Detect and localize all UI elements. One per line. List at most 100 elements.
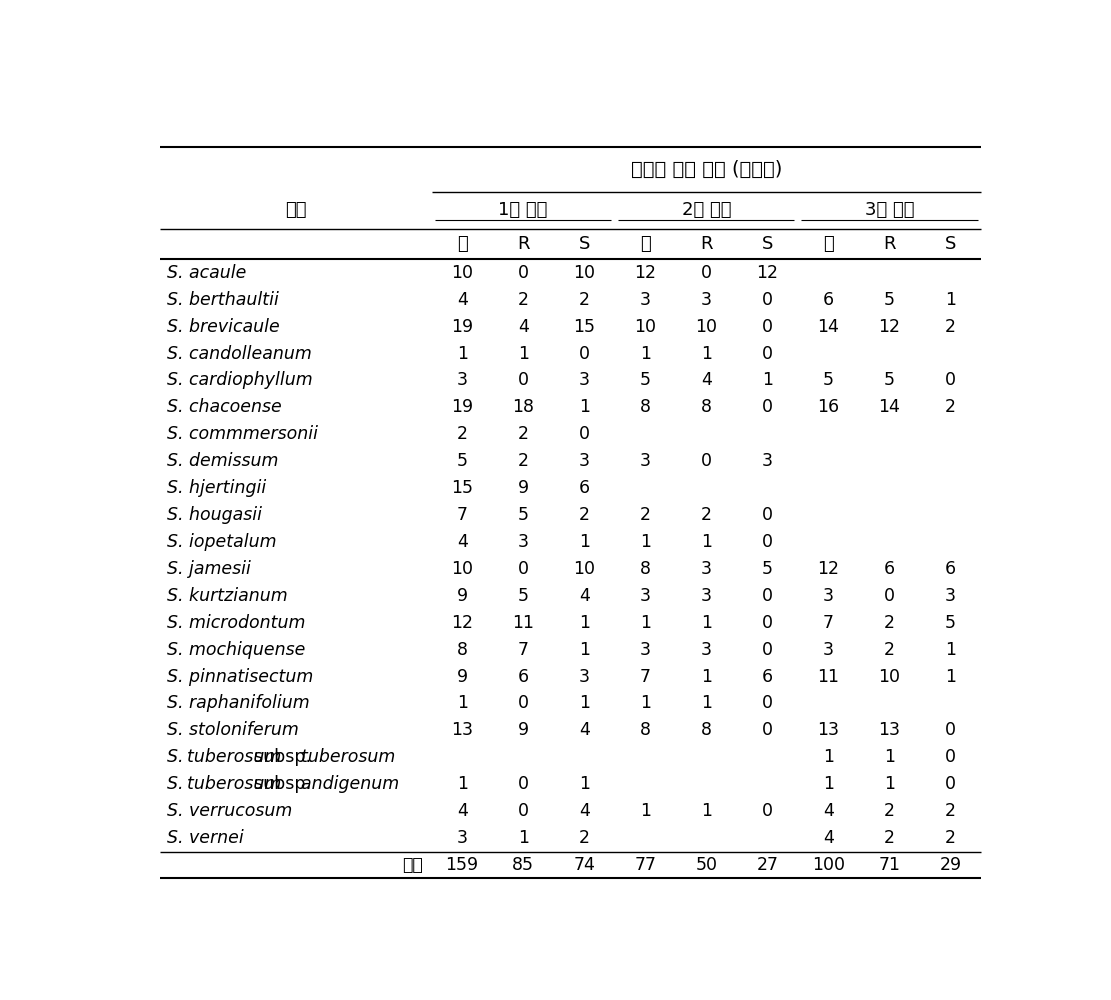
Text: 1: 1 [884, 775, 894, 793]
Text: subsp.: subsp. [254, 775, 317, 793]
Text: 1: 1 [701, 668, 712, 686]
Text: 1: 1 [640, 345, 651, 363]
Text: 6: 6 [579, 479, 590, 497]
Text: 3: 3 [640, 291, 651, 309]
Text: 1: 1 [701, 345, 712, 363]
Text: 4: 4 [457, 533, 468, 551]
Text: 3: 3 [823, 587, 834, 605]
Text: 3: 3 [518, 533, 529, 551]
Text: 0: 0 [762, 802, 773, 820]
Text: 1: 1 [457, 345, 468, 363]
Text: 2차 검정: 2차 검정 [681, 201, 731, 219]
Text: S. microdontum: S. microdontum [168, 614, 306, 632]
Text: 0: 0 [762, 587, 773, 605]
Text: 5: 5 [640, 371, 651, 389]
Text: 7: 7 [823, 614, 834, 632]
Text: 3: 3 [640, 452, 651, 470]
Text: 1: 1 [457, 775, 468, 793]
Text: 1: 1 [457, 694, 468, 712]
Text: 14: 14 [818, 318, 839, 336]
Text: 총: 총 [823, 235, 833, 253]
Text: S: S [944, 235, 957, 253]
Text: 9: 9 [457, 587, 468, 605]
Text: 2: 2 [518, 425, 529, 443]
Text: 3: 3 [579, 452, 590, 470]
Text: 3: 3 [457, 371, 468, 389]
Text: 9: 9 [518, 721, 529, 739]
Text: 0: 0 [945, 371, 955, 389]
Text: 0: 0 [518, 560, 529, 578]
Text: R: R [883, 235, 895, 253]
Text: 10: 10 [573, 560, 595, 578]
Text: 1: 1 [579, 533, 590, 551]
Text: 4: 4 [457, 291, 468, 309]
Text: 10: 10 [879, 668, 900, 686]
Text: S. jamesii: S. jamesii [168, 560, 251, 578]
Text: 9: 9 [457, 668, 468, 686]
Text: 5: 5 [518, 506, 529, 524]
Text: 0: 0 [701, 452, 712, 470]
Text: 1: 1 [518, 829, 529, 847]
Text: 0: 0 [762, 318, 773, 336]
Text: 5: 5 [945, 614, 955, 632]
Text: 2: 2 [884, 829, 894, 847]
Text: 8: 8 [640, 398, 651, 416]
Text: 8: 8 [457, 641, 468, 659]
Text: 8: 8 [701, 398, 712, 416]
Text: 3: 3 [945, 587, 955, 605]
Text: 77: 77 [634, 856, 657, 874]
Text: 12: 12 [818, 560, 840, 578]
Text: 3: 3 [701, 560, 712, 578]
Text: 0: 0 [945, 775, 955, 793]
Text: tuberosum: tuberosum [188, 775, 287, 793]
Text: 1: 1 [945, 668, 955, 686]
Text: 10: 10 [451, 560, 473, 578]
Text: 12: 12 [757, 264, 779, 282]
Text: 19: 19 [451, 398, 473, 416]
Text: 15: 15 [573, 318, 595, 336]
Text: 1: 1 [640, 533, 651, 551]
Text: 3: 3 [762, 452, 773, 470]
Text: 27: 27 [757, 856, 779, 874]
Text: 1: 1 [701, 614, 712, 632]
Text: 0: 0 [518, 802, 529, 820]
Text: 1: 1 [945, 641, 955, 659]
Text: 4: 4 [701, 371, 712, 389]
Text: S. chacoense: S. chacoense [168, 398, 282, 416]
Text: 11: 11 [512, 614, 534, 632]
Text: 4: 4 [823, 802, 833, 820]
Text: 19: 19 [451, 318, 473, 336]
Text: 종명: 종명 [286, 201, 307, 219]
Text: 1: 1 [945, 291, 955, 309]
Text: 3: 3 [579, 371, 590, 389]
Text: S.: S. [168, 775, 189, 793]
Text: R: R [700, 235, 712, 253]
Text: S. raphanifolium: S. raphanifolium [168, 694, 310, 712]
Text: S. cardiophyllum: S. cardiophyllum [168, 371, 313, 389]
Text: 0: 0 [762, 291, 773, 309]
Text: 0: 0 [701, 264, 712, 282]
Text: 7: 7 [518, 641, 529, 659]
Text: 3: 3 [701, 641, 712, 659]
Text: 71: 71 [879, 856, 900, 874]
Text: S: S [579, 235, 590, 253]
Text: 0: 0 [518, 694, 529, 712]
Text: 2: 2 [579, 291, 590, 309]
Text: 14: 14 [879, 398, 900, 416]
Text: 1: 1 [701, 533, 712, 551]
Text: 3차 검정: 3차 검정 [864, 201, 914, 219]
Text: 0: 0 [884, 587, 894, 605]
Text: 1: 1 [640, 694, 651, 712]
Text: S. berthaultii: S. berthaultii [168, 291, 279, 309]
Text: 13: 13 [451, 721, 473, 739]
Text: andigenum: andigenum [301, 775, 404, 793]
Text: 2: 2 [457, 425, 468, 443]
Text: 0: 0 [579, 425, 590, 443]
Text: 18: 18 [512, 398, 534, 416]
Text: S. hougasii: S. hougasii [168, 506, 262, 524]
Text: 0: 0 [762, 533, 773, 551]
Text: 10: 10 [695, 318, 718, 336]
Text: S. pinnatisectum: S. pinnatisectum [168, 668, 313, 686]
Text: 12: 12 [451, 614, 473, 632]
Text: 11: 11 [818, 668, 840, 686]
